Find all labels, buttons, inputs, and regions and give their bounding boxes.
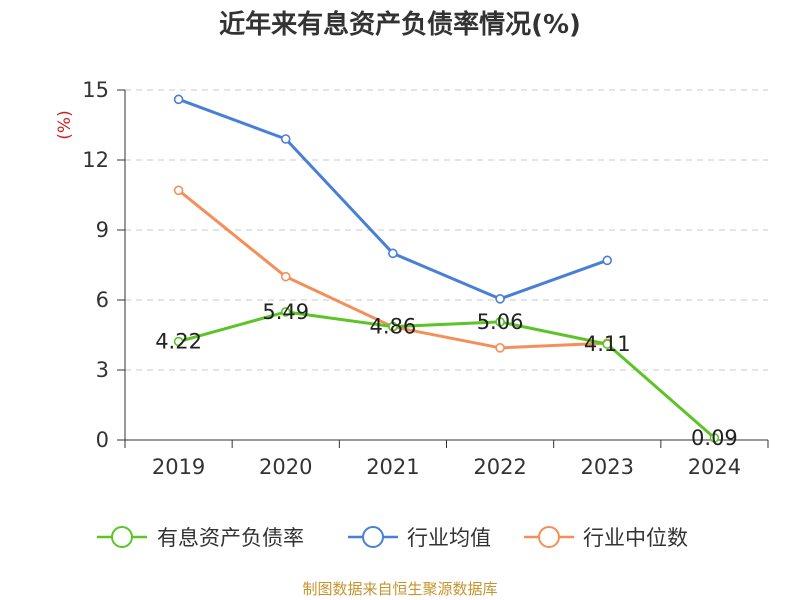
legend: 有息资产负债率 行业均值 行业中位数 (97, 526, 688, 550)
series-1 (173, 307, 720, 443)
x-tick-label: 2020 (259, 455, 312, 479)
chart-title: 近年来有息资产负债率情况(%) (219, 9, 581, 40)
legend-marker (362, 526, 384, 548)
data-label: 5.06 (477, 310, 524, 334)
data-point[interactable] (280, 134, 291, 144)
y-tick-label: 12 (82, 148, 109, 172)
legend-label: 行业均值 (407, 526, 491, 550)
x-tick-label: 2023 (581, 455, 634, 479)
y-tick-label: 9 (96, 218, 109, 242)
x-tick-label: 2021 (366, 455, 419, 479)
legend-marker (538, 526, 560, 548)
data-point[interactable] (602, 339, 613, 349)
legend-marker (111, 526, 133, 548)
x-tick-label: 2022 (473, 455, 526, 479)
data-point[interactable] (280, 307, 291, 317)
source-note: 制图数据来自恒生聚源数据库 (302, 580, 497, 598)
data-point[interactable] (495, 343, 505, 353)
data-point[interactable] (495, 317, 505, 327)
y-tick-label: 6 (96, 288, 109, 312)
data-labels: 4.22 5.49 4.86 5.06 4.11 0.09 (155, 300, 738, 450)
legend-label: 行业中位数 (583, 526, 688, 550)
x-tick-label: 2019 (152, 455, 205, 479)
data-label: 4.11 (584, 332, 631, 356)
data-point[interactable] (388, 321, 398, 332)
series-line (178, 310, 716, 440)
x-tick-label: 2024 (688, 455, 741, 479)
y-tick-label: 0 (96, 428, 109, 452)
data-label: 4.86 (370, 315, 417, 339)
data-point[interactable] (173, 185, 184, 196)
data-point[interactable] (173, 94, 184, 105)
y-tick-label: 15 (82, 78, 109, 102)
data-label: 4.22 (155, 330, 202, 354)
data-point[interactable] (602, 255, 613, 266)
y-tick-label: 3 (96, 358, 109, 382)
legend-item[interactable]: 行业均值 (348, 526, 491, 550)
series-layer (173, 94, 720, 443)
legend-label: 有息资产负债率 (157, 526, 304, 550)
data-point[interactable] (495, 294, 505, 304)
series-2 (173, 94, 613, 304)
data-label: 0.09 (691, 426, 738, 450)
legend-item[interactable]: 有息资产负债率 (97, 526, 304, 550)
y-axis-label: (%) (55, 110, 75, 139)
grid-lines (125, 89, 768, 371)
data-label: 5.49 (262, 300, 309, 324)
data-point[interactable] (709, 433, 720, 443)
data-point[interactable] (280, 271, 291, 282)
data-point[interactable] (388, 248, 398, 259)
axes: 0 3 6 9 12 15 2019 2020 2021 2022 2023 2024 (82, 78, 769, 479)
series-line (178, 97, 608, 301)
legend-item[interactable]: 行业中位数 (524, 526, 688, 550)
data-point[interactable] (173, 336, 184, 347)
